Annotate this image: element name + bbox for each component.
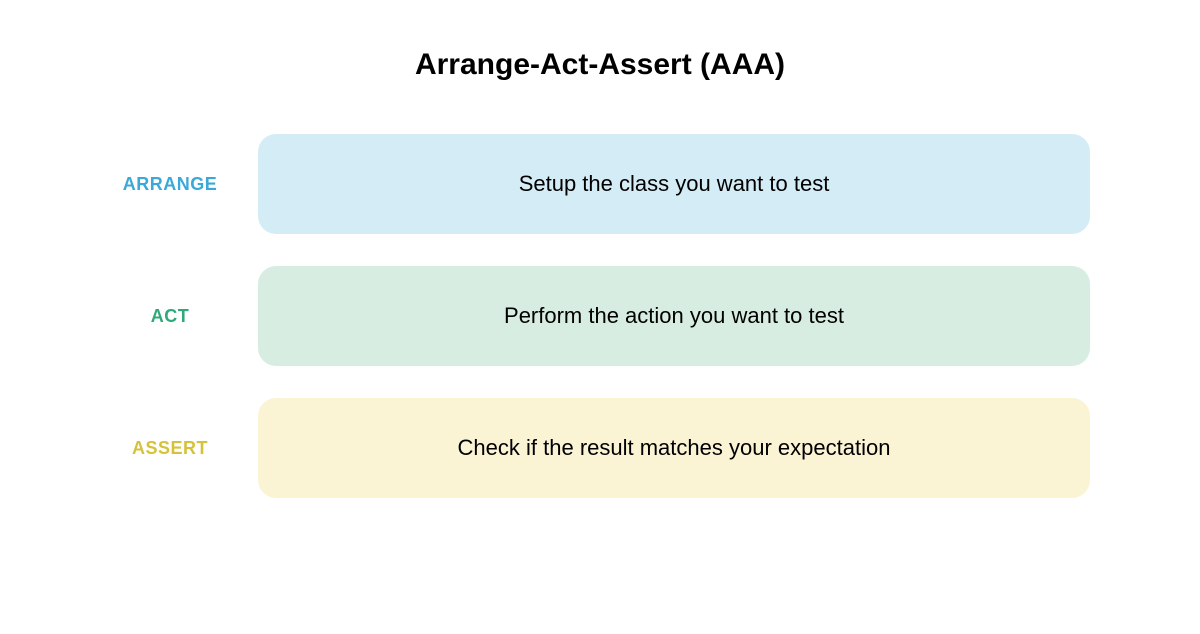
row-label-arrange: ARRANGE (90, 174, 250, 195)
row-arrange: ARRANGE Setup the class you want to test (90, 134, 1090, 234)
page-title: Arrange-Act-Assert (AAA) (0, 48, 1200, 82)
row-box-act: Perform the action you want to test (258, 266, 1090, 366)
row-box-arrange: Setup the class you want to test (258, 134, 1090, 234)
row-assert: ASSERT Check if the result matches your … (90, 398, 1090, 498)
row-box-assert: Check if the result matches your expecta… (258, 398, 1090, 498)
row-act: ACT Perform the action you want to test (90, 266, 1090, 366)
row-label-assert: ASSERT (90, 438, 250, 459)
row-label-act: ACT (90, 306, 250, 327)
rows-container: ARRANGE Setup the class you want to test… (0, 134, 1200, 498)
